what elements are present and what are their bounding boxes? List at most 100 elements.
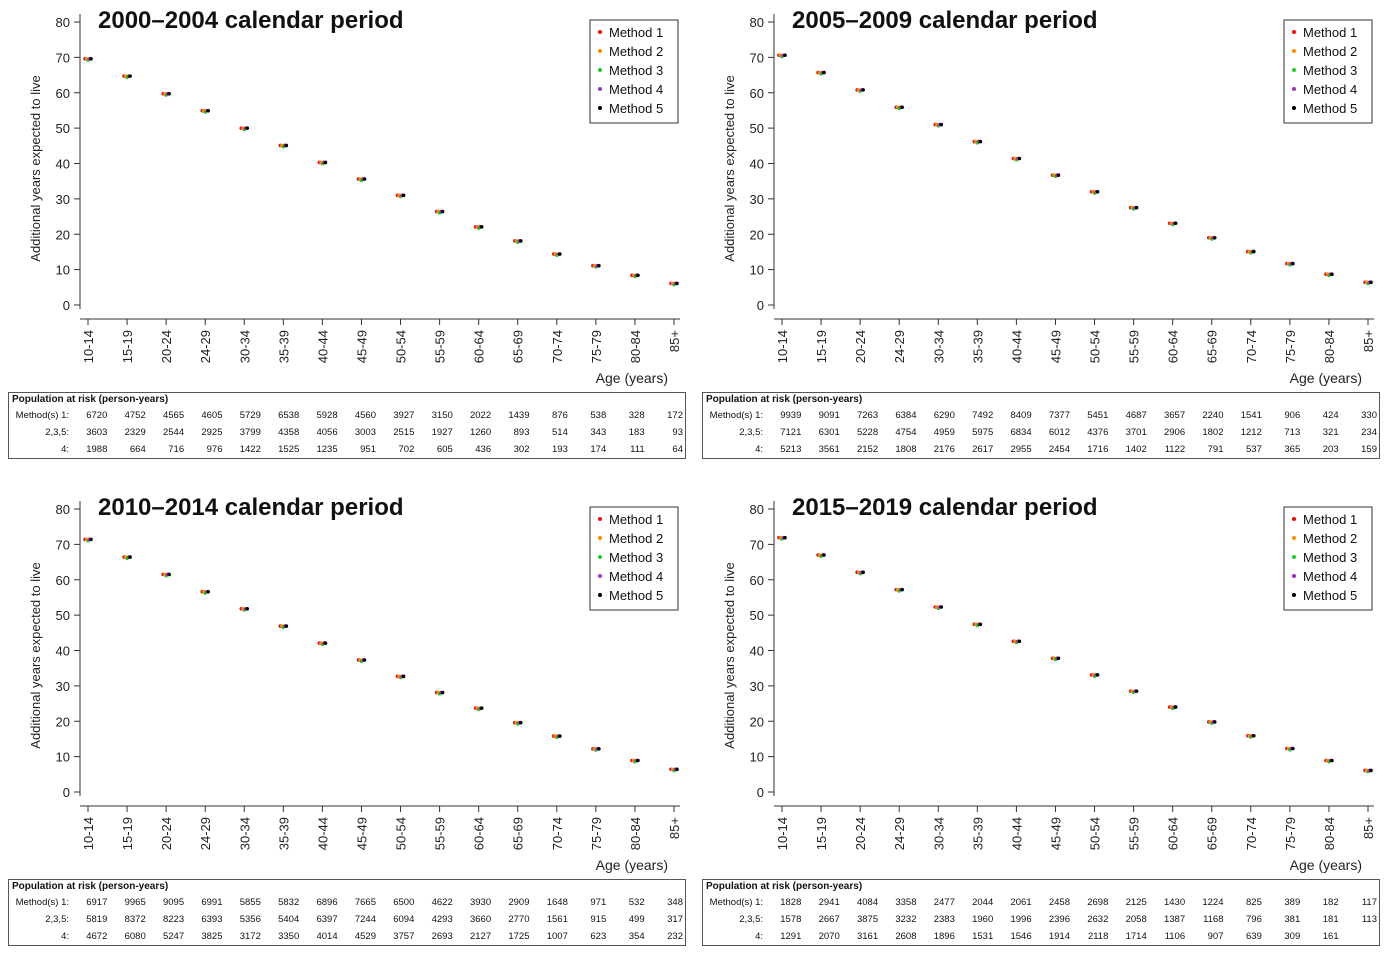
x-tick-label: 50-54 — [394, 330, 409, 363]
risk-row-label: 4: — [755, 931, 763, 942]
x-tick-label: 80-84 — [628, 817, 643, 850]
legend-marker — [598, 574, 602, 578]
risk-cell: 348 — [667, 897, 683, 908]
data-point-method-5 — [636, 758, 640, 763]
risk-cell: 174 — [590, 444, 607, 455]
data-point-method-5 — [1017, 639, 1022, 644]
chart-svg: 0 10 20 30 40 50 60 70 80 Additional years expect… — [28, 494, 682, 873]
legend-box — [1283, 506, 1373, 611]
risk-row-label: 2,3,5: — [739, 914, 763, 925]
y-tick-label: 70 — [750, 50, 764, 65]
risk-cell: 514 — [552, 427, 568, 438]
legend-label: Method 3 — [609, 63, 663, 78]
risk-cell: 2118 — [1087, 931, 1109, 942]
risk-cell: 6384 — [895, 410, 917, 421]
risk-cell: 1007 — [546, 931, 568, 942]
risk-cell: 1212 — [1240, 427, 1262, 438]
risk-cell: 1260 — [469, 427, 492, 438]
risk-cell: 2127 — [469, 931, 492, 942]
data-point-method-5 — [558, 734, 562, 738]
data-point-method-5 — [284, 143, 289, 148]
risk-cell: 2396 — [1048, 914, 1070, 925]
risk-cell: 1422 — [239, 444, 261, 455]
risk-cell: 1439 — [508, 410, 530, 421]
data-point-method-5 — [128, 555, 132, 559]
risk-cell: 1168 — [1203, 914, 1224, 925]
risk-cell: 1402 — [1125, 444, 1147, 455]
data-point-method-5 — [323, 160, 328, 165]
legend-box — [589, 19, 679, 124]
risk-cell: 6290 — [933, 410, 955, 421]
data-point-method-5 — [362, 658, 367, 662]
y-tick-label: 30 — [750, 192, 764, 207]
risk-cell: 111 — [630, 444, 645, 455]
risk-cell: 1531 — [972, 931, 994, 942]
risk-row-label: 2,3,5: — [45, 914, 69, 925]
x-tick-label: 85+ — [1361, 330, 1376, 352]
x-tick-label: 20-24 — [159, 330, 174, 363]
legend-label: Method 2 — [1303, 531, 1357, 546]
legend-marker — [1292, 517, 1296, 521]
risk-cell: 6896 — [316, 897, 338, 908]
risk-cell: 2070 — [818, 931, 840, 942]
risk-cell: 3660 — [469, 914, 492, 925]
risk-cell: 302 — [513, 444, 530, 455]
data-point-method-5 — [939, 122, 944, 127]
legend-marker — [1292, 30, 1296, 34]
legend-box — [589, 506, 679, 611]
risk-cell: 3161 — [856, 931, 879, 942]
risk-cell: 3930 — [469, 897, 492, 908]
risk-cell: 7665 — [354, 897, 376, 908]
risk-row-label: 4: — [755, 444, 763, 455]
data-point-method-5 — [245, 606, 250, 611]
y-tick-label: 0 — [63, 298, 70, 313]
data-point-method-5 — [1017, 156, 1022, 161]
risk-cell: 1235 — [316, 444, 338, 455]
risk-table: Population at risk (person-years) Method(… — [8, 392, 686, 459]
chart-title: 2000–2004 calendar period — [98, 7, 404, 34]
legend-box — [1283, 19, 1373, 124]
risk-cell: 381 — [1284, 914, 1301, 925]
x-tick-label: 35-39 — [276, 330, 291, 363]
legend-label: Method 4 — [1303, 82, 1357, 97]
x-tick-label: 35-39 — [276, 817, 291, 850]
risk-cell: 389 — [1284, 897, 1301, 908]
risk-cell: 2022 — [469, 410, 492, 421]
data-point-method-5 — [1212, 235, 1217, 240]
risk-cell: 117 — [1361, 897, 1377, 908]
x-tick-label: 15-19 — [120, 817, 135, 850]
risk-table-row: 4: 1291 2070 3161 2608 1896 1531 1546 1914 2118 17… — [703, 928, 1379, 945]
x-tick-label: 70-74 — [550, 817, 565, 850]
risk-cell: 8223 — [162, 914, 185, 925]
x-axis-label: Age (years) — [1290, 370, 1362, 386]
risk-table: Population at risk (person-years) Method(… — [702, 392, 1380, 459]
risk-cell: 4293 — [431, 914, 453, 925]
data-point-method-5 — [128, 74, 132, 78]
risk-cell: 915 — [590, 914, 607, 925]
risk-cell: 5228 — [856, 427, 879, 438]
data-point-method-5 — [362, 177, 367, 181]
risk-cell: 5975 — [972, 427, 994, 438]
data-point-method-5 — [939, 605, 944, 609]
x-tick-label: 40-44 — [1009, 817, 1024, 850]
x-tick-label: 50-54 — [1088, 817, 1103, 850]
risk-cell: 2632 — [1087, 914, 1109, 925]
x-tick-label: 70-74 — [1244, 330, 1259, 363]
x-tick-label: 50-54 — [1088, 330, 1103, 363]
data-point-method-5 — [167, 572, 171, 577]
legend-marker — [598, 68, 602, 72]
data-point-method-5 — [822, 553, 826, 557]
risk-cell: 1828 — [780, 897, 802, 908]
risk-cell: 1291 — [780, 931, 802, 942]
x-tick-label: 80-84 — [628, 330, 643, 363]
x-axis-label: Age (years) — [596, 857, 668, 873]
x-tick-label: 20-24 — [853, 330, 868, 363]
data-point-method-5 — [1291, 746, 1295, 751]
data-point-method-5 — [245, 126, 250, 130]
risk-cell: 5819 — [86, 914, 108, 925]
y-tick-label: 80 — [56, 15, 70, 30]
risk-cell: 2061 — [1010, 897, 1032, 908]
risk-cell: 2608 — [895, 931, 917, 942]
risk-cell: 328 — [628, 410, 645, 421]
risk-cell: 182 — [1322, 897, 1339, 908]
